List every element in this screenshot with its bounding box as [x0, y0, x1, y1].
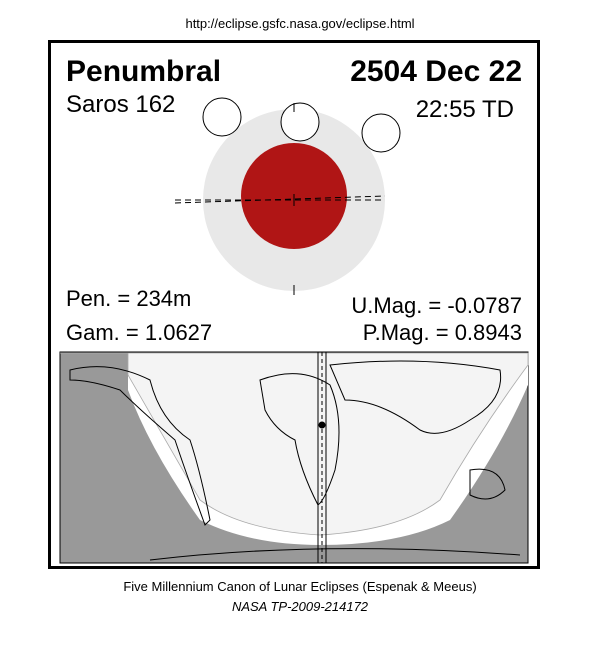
moon-last — [361, 113, 401, 153]
time: 22:55 TD — [416, 96, 514, 123]
moon-first — [202, 97, 242, 137]
gamma: Gam. = 1.0627 — [66, 320, 212, 345]
moon-path — [174, 195, 386, 204]
eclipse-type: Penumbral — [66, 55, 221, 88]
eclipse-date: 2504 Dec 22 — [350, 55, 522, 88]
coastlines — [69, 360, 521, 561]
url: http://eclipse.gsfc.nasa.gov/eclipse.htm… — [185, 16, 414, 31]
world-map — [59, 351, 529, 564]
saros: Saros 162 — [66, 91, 175, 118]
penumbral-mag: P.Mag. = 0.8943 — [363, 320, 522, 345]
sub-lunar-point — [318, 421, 326, 429]
footer-canon: Five Millennium Canon of Lunar Eclipses … — [123, 579, 476, 594]
umbral-mag: U.Mag. = -0.0787 — [351, 293, 522, 318]
footer-ref: NASA TP-2009-214172 — [232, 599, 369, 614]
pen-duration: Pen. = 234m — [66, 286, 191, 311]
partial-zone — [60, 352, 529, 536]
moon-mid — [280, 102, 320, 142]
